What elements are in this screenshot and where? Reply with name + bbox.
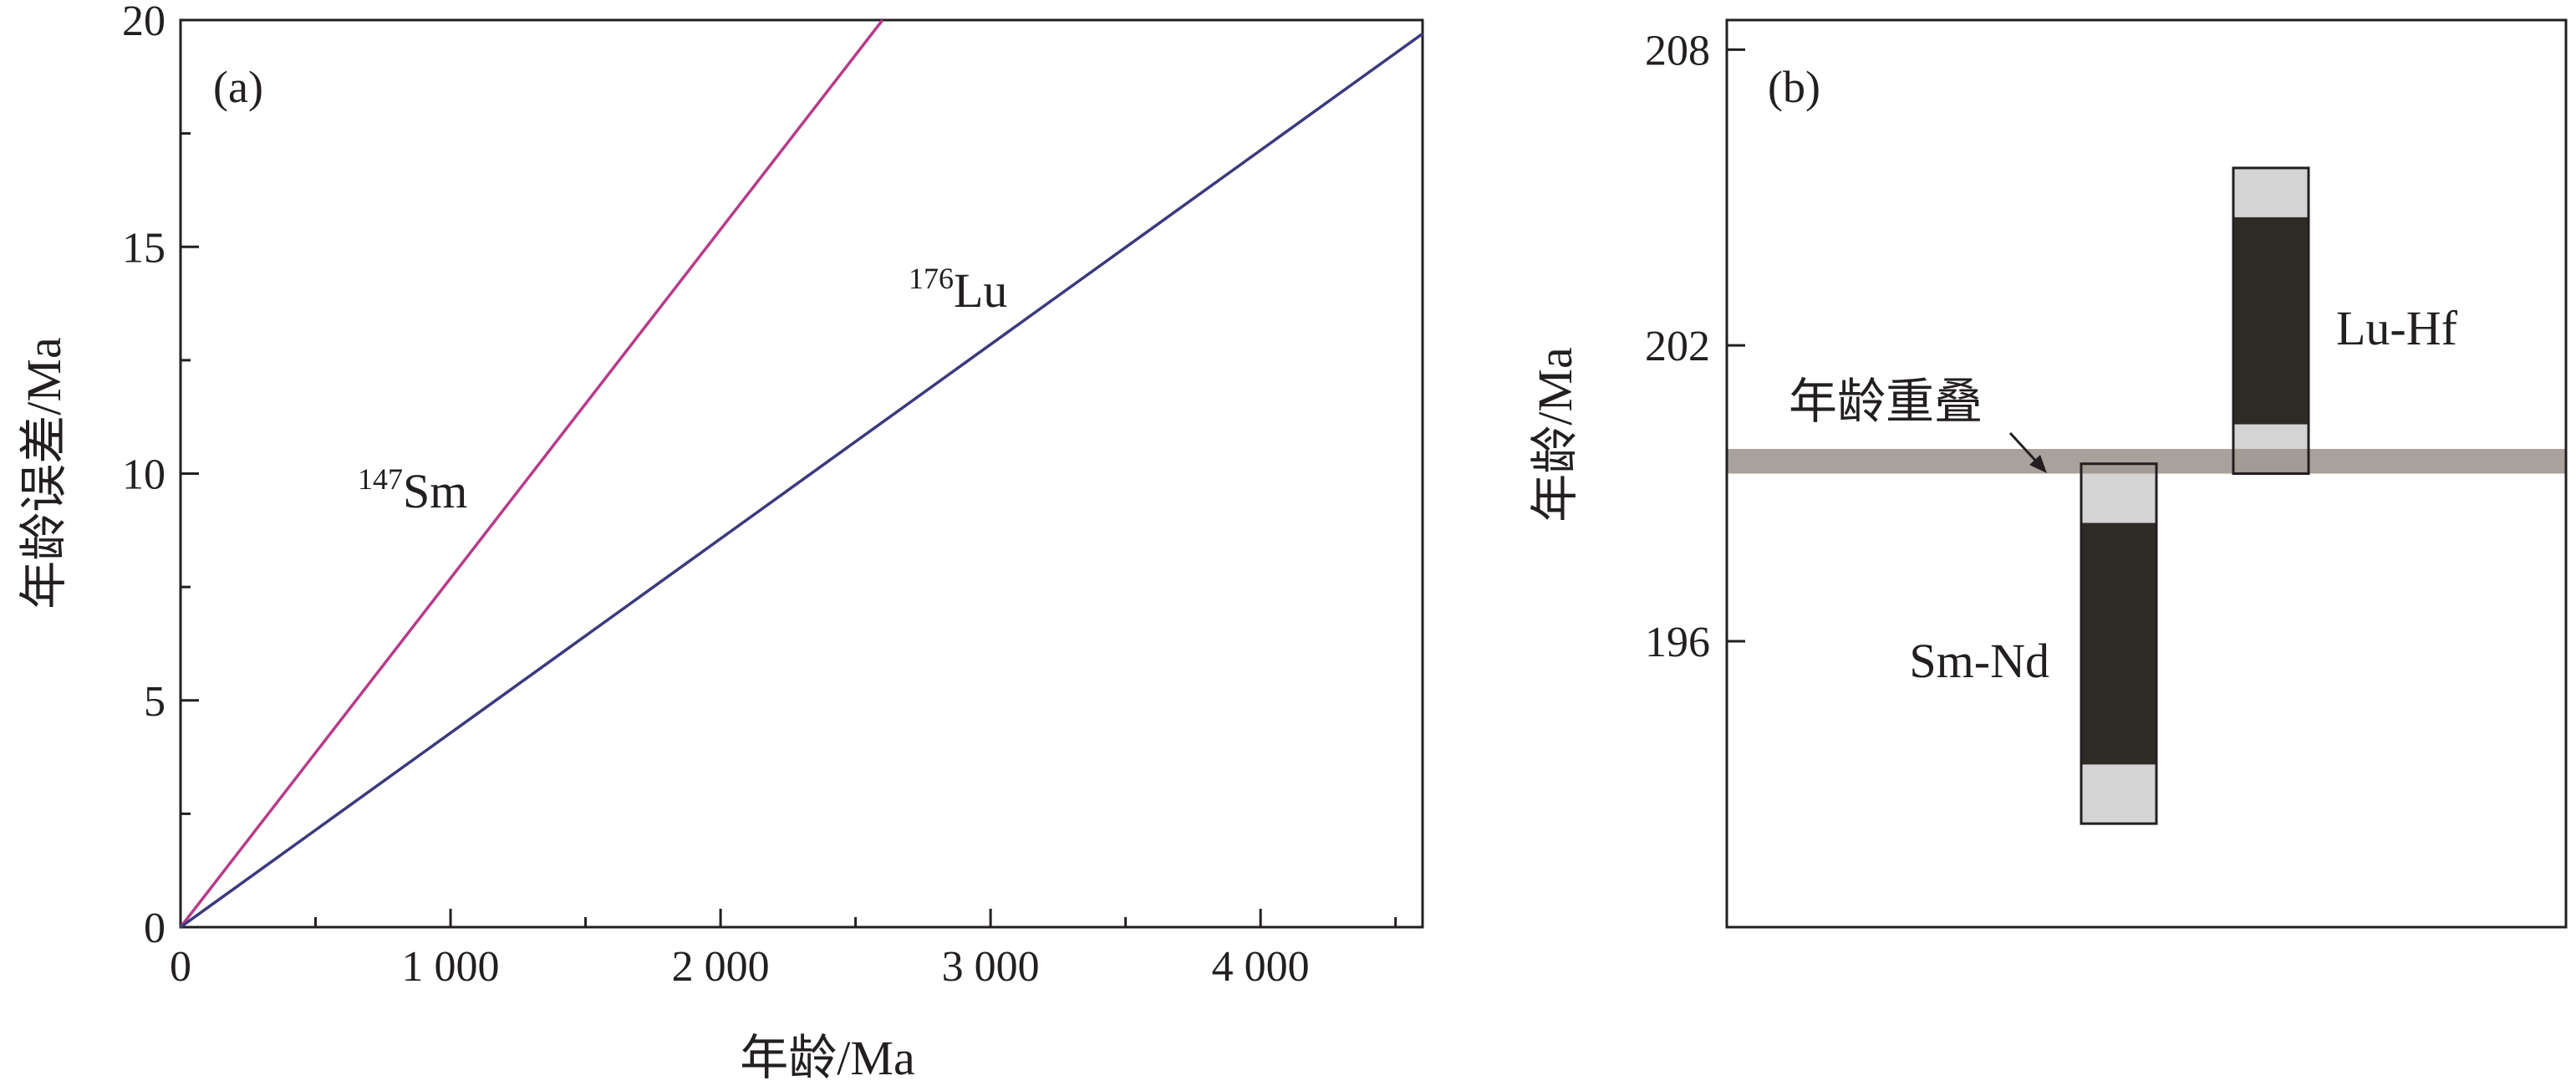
y-tick-label: 0 xyxy=(144,905,165,952)
series-line-lu xyxy=(179,32,1424,929)
panel-b-frame xyxy=(1725,18,2568,929)
y-tick-label: 20 xyxy=(122,0,165,45)
panel-b-bars xyxy=(1727,166,2566,825)
bar-outline-sm-nd xyxy=(2080,462,2158,825)
bar-inner-lu-hf xyxy=(2233,217,2309,425)
panel-a-tick-labels: 0 1 000 2 000 3 000 4 000 0 5 10 15 20 xyxy=(122,0,1310,991)
panel-b-ticks xyxy=(1727,48,1745,643)
y-tick-label: 196 xyxy=(1645,619,1710,666)
x-tick-label: 4 000 xyxy=(1212,943,1310,991)
x-tick-label: 0 xyxy=(170,943,191,991)
overlap-band xyxy=(1727,449,2566,474)
x-tick-label: 2 000 xyxy=(672,943,770,991)
y-tick-label: 15 xyxy=(122,224,165,272)
y-tick-label: 5 xyxy=(144,678,165,726)
panel-b-range-chart: 196 202 208 (b) 年龄重叠 Sm-Nd Lu-Hf 年龄/Ma xyxy=(1528,18,2568,929)
series-label-sm: 147Sm xyxy=(358,462,467,518)
panel-b-label: (b) xyxy=(1768,62,1820,112)
bar-inner-sm-nd xyxy=(2081,523,2156,765)
panel-a-label: (a) xyxy=(213,62,263,112)
series-line-sm xyxy=(179,18,884,929)
panel-b-y-axis-title: 年龄/Ma xyxy=(1528,347,1582,522)
overlap-band-label: 年龄重叠 xyxy=(1789,375,1983,429)
y-tick-label: 10 xyxy=(122,451,165,499)
panel-a-series xyxy=(179,18,1424,929)
bar-label-sm-nd: Sm-Nd xyxy=(1909,634,2049,688)
bar-label-lu-hf: Lu-Hf xyxy=(2336,301,2458,355)
x-tick-label: 3 000 xyxy=(942,943,1040,991)
x-tick-label: 1 000 xyxy=(402,943,500,991)
panel-b-tick-labels: 196 202 208 xyxy=(1645,27,1710,666)
bar-outline-lu-hf xyxy=(2232,166,2310,476)
y-tick-label: 202 xyxy=(1645,323,1710,370)
y-tick-label: 208 xyxy=(1645,27,1710,74)
panel-a-ticks xyxy=(179,18,1397,929)
panel-a-x-axis-title: 年龄/Ma xyxy=(740,1031,914,1085)
overlap-arrow xyxy=(2008,431,2047,473)
panel-a-y-axis-title: 年龄误差/Ma xyxy=(17,337,71,609)
series-label-lu: 176Lu xyxy=(909,262,1007,318)
